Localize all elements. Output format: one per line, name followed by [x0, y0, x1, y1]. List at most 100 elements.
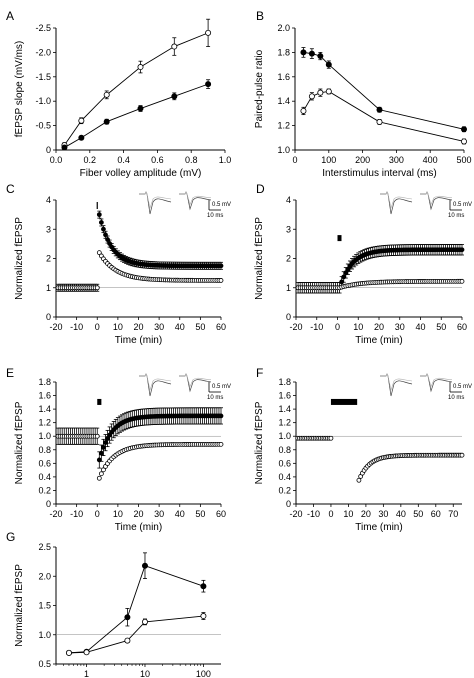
x-tick-label: 10	[343, 509, 353, 519]
y-tick-label: 0.8	[38, 445, 51, 455]
y-tick-label: -0.5	[35, 121, 51, 131]
x-tick-label: 30	[378, 509, 388, 519]
trace-baseline	[139, 191, 172, 215]
data-point	[300, 49, 307, 56]
y-tick-label: 2.0	[38, 571, 51, 581]
x-tick-label: 0.0	[50, 155, 63, 165]
y-tick-label: 1.2	[278, 418, 291, 428]
x-tick-label: 10	[140, 669, 150, 678]
x-tick-label: -20	[49, 509, 62, 519]
data-point	[460, 126, 467, 133]
data-point	[94, 285, 100, 291]
scale-bar-x-label: 10 ms	[448, 213, 464, 219]
data-point	[78, 117, 85, 124]
y-tick-label: 1.2	[38, 418, 51, 428]
x-tick-label: -10	[70, 322, 83, 332]
data-point	[218, 278, 224, 283]
scale-bar-x-label: 10 ms	[448, 395, 464, 401]
panel-label: A	[6, 9, 14, 23]
data-point	[141, 618, 148, 625]
data-point	[376, 106, 383, 113]
data-point	[459, 452, 465, 458]
data-point	[141, 562, 148, 569]
y-tick-label: -2.5	[35, 23, 51, 33]
panel-label: C	[6, 182, 15, 196]
x-tick-label: 20	[374, 322, 384, 332]
x-tick-label: 30	[154, 322, 164, 332]
data-point	[101, 467, 106, 473]
y-tick-label: 1.0	[38, 630, 51, 640]
scale-bar-y-label: 0.5 mV	[212, 202, 231, 208]
trace-post	[420, 191, 453, 211]
trace-baseline	[380, 373, 413, 392]
trace-baseline	[380, 191, 413, 215]
data-point	[325, 61, 332, 68]
data-point	[325, 88, 332, 95]
x-tick-label: 70	[448, 509, 458, 519]
x-axis-label: Fiber volley amplitude (mV)	[80, 168, 202, 179]
data-point	[98, 220, 104, 225]
y-tick-label: 1.4	[278, 404, 291, 414]
x-tick-label: 50	[413, 509, 423, 519]
data-point	[103, 440, 108, 446]
x-tick-label: -20	[49, 322, 62, 332]
y-tick-label: 0.2	[278, 485, 291, 495]
y-axis-label: Normalized fEPSP	[254, 217, 265, 300]
x-tick-label: 40	[175, 322, 185, 332]
x-tick-label: 20	[133, 322, 143, 332]
trace-post	[179, 373, 212, 393]
x-tick-label: 30	[154, 509, 164, 519]
data-point	[65, 649, 72, 656]
x-tick-label: 0.2	[84, 155, 97, 165]
x-axis-label: Interstimulus interval (ms)	[322, 168, 436, 179]
data-point	[205, 81, 212, 88]
data-point	[137, 64, 144, 71]
panel-label: G	[6, 530, 15, 544]
y-tick-label: 1.8	[38, 377, 51, 387]
y-tick-label: 1.0	[278, 431, 291, 441]
trace-baseline	[139, 373, 172, 392]
data-point	[459, 247, 465, 253]
data-point	[137, 105, 144, 112]
data-point	[317, 53, 324, 60]
data-point	[308, 93, 315, 100]
data-point	[101, 226, 106, 232]
series-line	[68, 565, 204, 654]
y-tick-label: -2.0	[35, 47, 51, 57]
y-tick-label: 3	[286, 224, 291, 234]
x-tick-label: 40	[415, 322, 425, 332]
y-tick-label: 0	[286, 312, 291, 322]
data-point	[98, 471, 104, 477]
trace-post	[179, 191, 212, 206]
x-tick-label: -20	[289, 509, 302, 519]
data-point	[171, 43, 178, 50]
y-tick-label: 1	[286, 283, 291, 293]
y-tick-label: 1	[46, 283, 51, 293]
x-tick-label: 60	[216, 322, 226, 332]
y-tick-label: 0.5	[38, 659, 51, 669]
y-tick-label: 1.8	[278, 377, 291, 387]
panel-label: E	[6, 366, 14, 380]
y-tick-label: 1.6	[277, 72, 290, 82]
y-tick-label: 1.2	[277, 121, 290, 131]
scale-bar-y-label: 0.5 mV	[453, 202, 472, 208]
y-axis-label: Normalized fEPSP	[14, 564, 25, 647]
x-tick-label: 1	[84, 669, 89, 678]
x-tick-label: 0.8	[185, 155, 198, 165]
y-tick-label: 0.2	[38, 485, 51, 495]
x-axis-label: Time (min)	[355, 522, 402, 533]
y-axis-label: fEPSP slope (mV/ms)	[14, 41, 25, 138]
x-tick-label: 10	[353, 322, 363, 332]
series-line	[303, 90, 465, 142]
data-point	[124, 614, 131, 621]
x-axis-label: Time (min)	[355, 335, 402, 346]
x-tick-label: 0	[95, 509, 100, 519]
data-point	[300, 107, 307, 114]
data-point	[218, 263, 224, 269]
data-point	[98, 450, 104, 456]
x-tick-label: 50	[195, 509, 205, 519]
y-axis-label: Normalized fEPSP	[254, 401, 265, 484]
x-tick-label: 0	[292, 155, 297, 165]
data-point	[308, 50, 315, 57]
y-tick-label: 0.6	[38, 458, 51, 468]
